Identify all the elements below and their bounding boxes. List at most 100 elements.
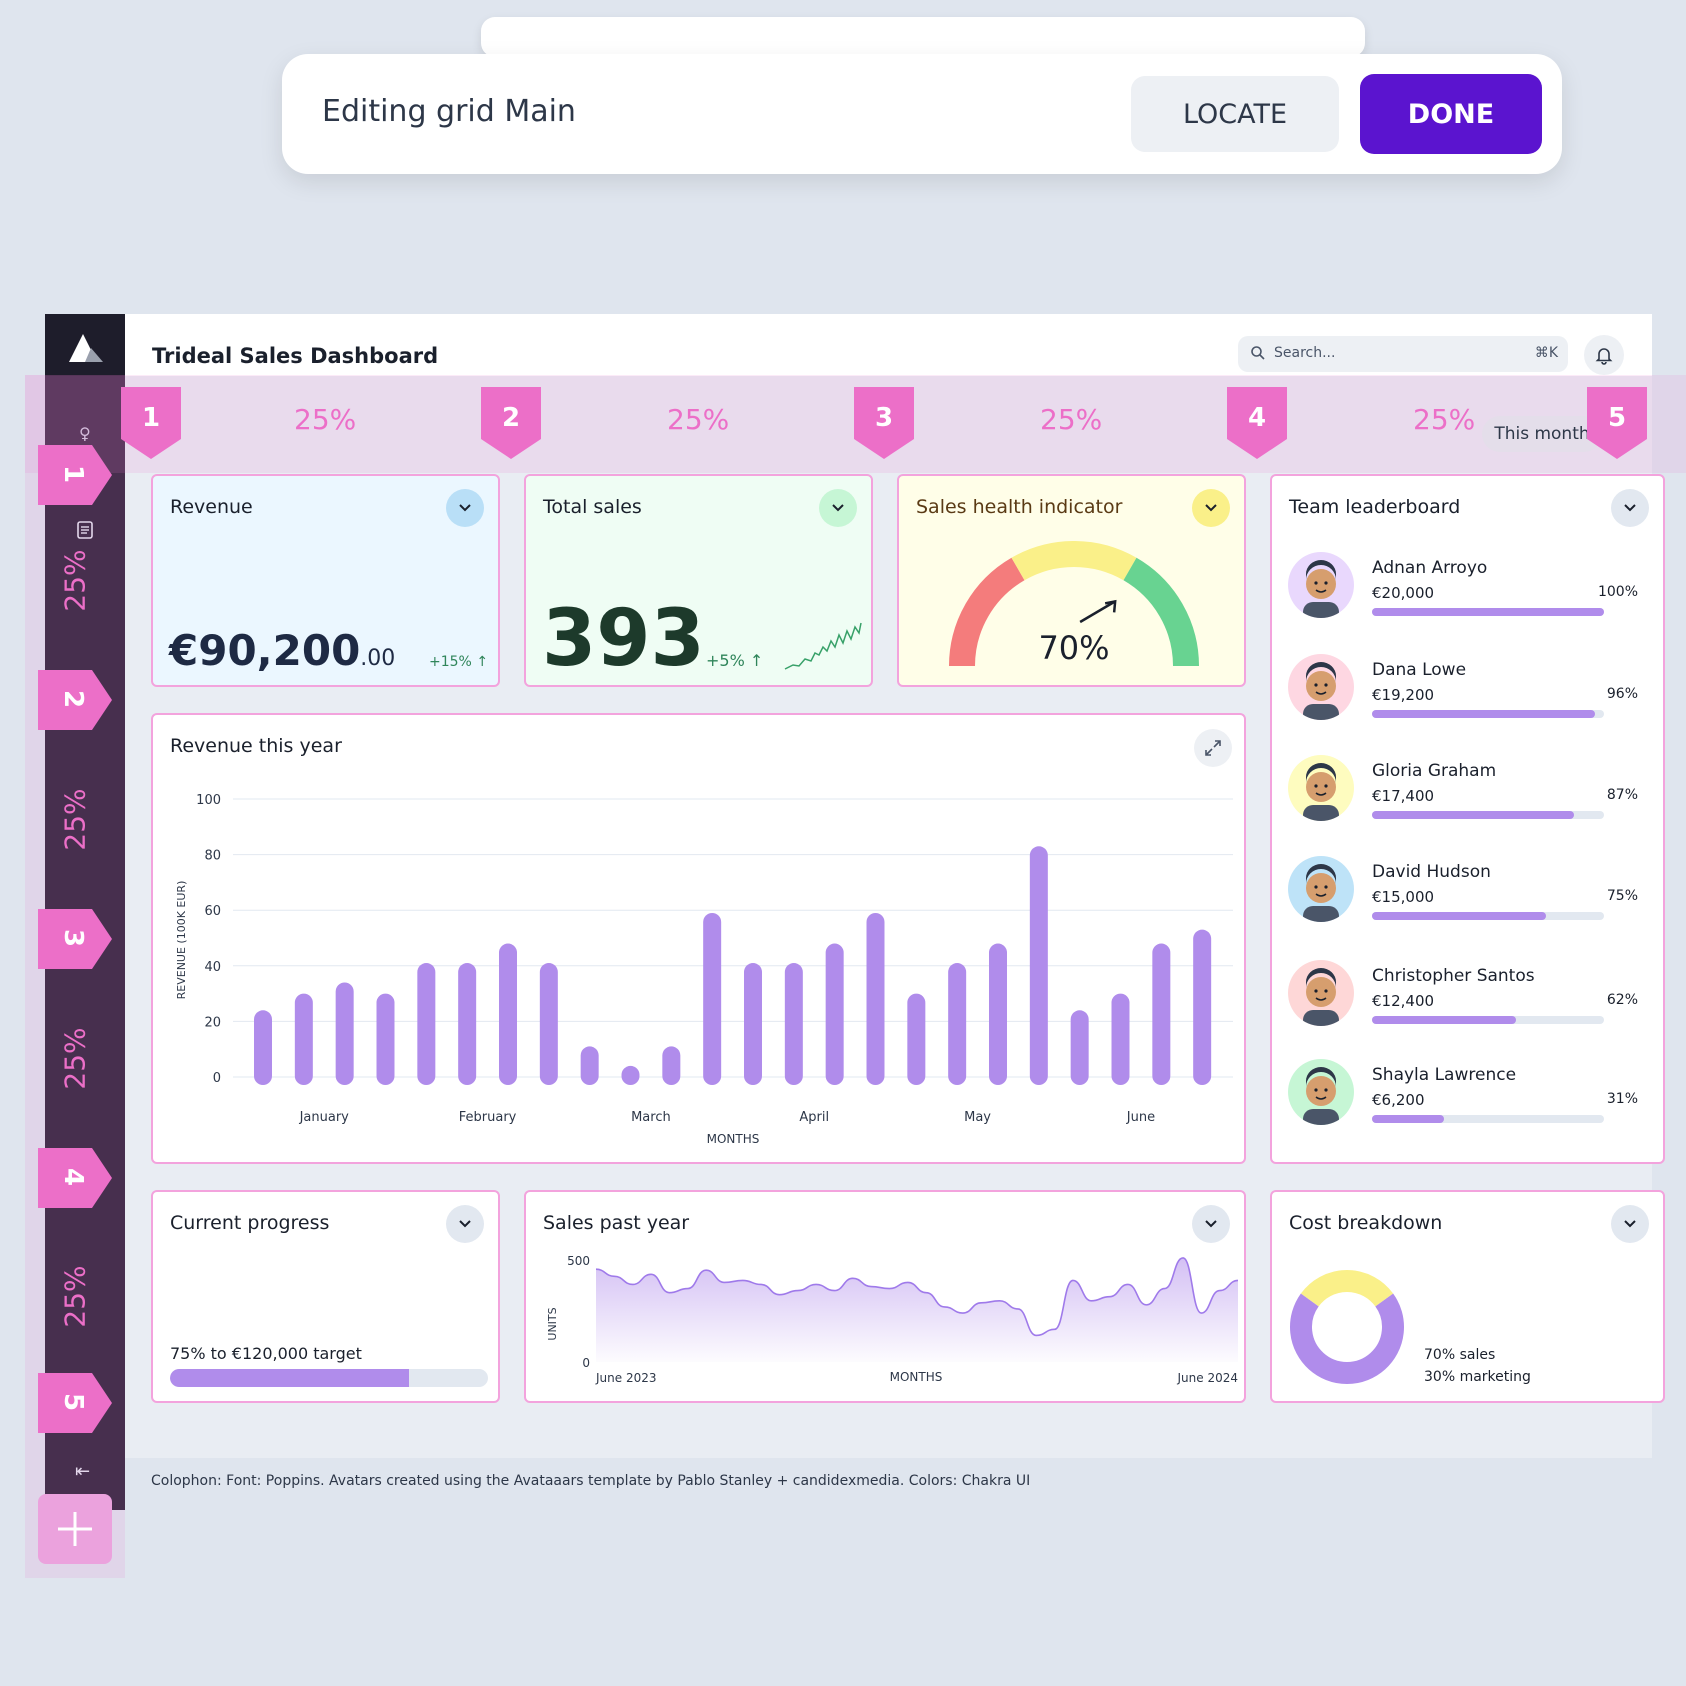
person-icon xyxy=(1303,1067,1339,1125)
add-row-button[interactable] xyxy=(38,1494,112,1564)
marker-tag-icon xyxy=(38,445,112,505)
leaderboard-row[interactable]: Christopher Santos €12,400 62% xyxy=(1288,960,1648,1030)
sales-past-year-card: Sales past year 500 0 June 2023 June 2024 MO… xyxy=(524,1190,1246,1403)
page-title: Trideal Sales Dashboard xyxy=(152,344,439,368)
leader-percent: 31% xyxy=(1606,1091,1638,1107)
revenue-card: Revenue €90,200.00 +15% ↑ xyxy=(151,474,500,687)
grid-edit-bar: Editing grid Main LOCATE DONE xyxy=(282,54,1562,174)
x-tick-label: May xyxy=(964,1110,991,1125)
revenue-bar xyxy=(1193,929,1212,1085)
row-height-label[interactable]: 25% xyxy=(58,1265,92,1328)
column-marker[interactable]: 3 xyxy=(854,387,914,459)
revenue-bar xyxy=(621,1065,640,1085)
progress-menu-button[interactable] xyxy=(446,1205,484,1243)
leader-progress-fill xyxy=(1372,912,1546,920)
column-marker[interactable]: 1 xyxy=(121,387,181,459)
row-height-label[interactable]: 25% xyxy=(58,1027,92,1090)
gauge-red-segment xyxy=(949,557,1025,667)
y-tick-label: 20 xyxy=(204,1015,221,1030)
donut-slice-sales xyxy=(1290,1293,1404,1384)
leaderboard-row[interactable]: Gloria Graham €17,400 87% xyxy=(1288,755,1648,825)
cost-donut-chart xyxy=(1290,1270,1404,1384)
arrow-up-icon: ↑ xyxy=(749,651,764,670)
done-button[interactable]: DONE xyxy=(1360,74,1542,154)
row-marker-number: 1 xyxy=(58,464,88,484)
row-marker[interactable]: 2 xyxy=(38,670,112,730)
person-icon xyxy=(1303,560,1339,618)
revenue-bar xyxy=(948,963,967,1085)
chevron-down-icon xyxy=(459,504,471,512)
total-sales-card: Total sales 393 +5% ↑ xyxy=(524,474,873,687)
leaderboard-row[interactable]: Adnan Arroyo €20,000 100% xyxy=(1288,552,1648,622)
cost-breakdown-menu-button[interactable] xyxy=(1611,1205,1649,1243)
search-placeholder: Search... xyxy=(1274,345,1336,361)
x-start-label: June 2023 xyxy=(595,1371,657,1385)
sidebar-logo-area xyxy=(45,314,125,376)
x-tick-label: January xyxy=(299,1110,350,1125)
marker-tag-icon xyxy=(38,909,112,969)
marker-tag-icon xyxy=(1227,387,1287,459)
revenue-bar xyxy=(254,1010,272,1085)
locate-button[interactable]: LOCATE xyxy=(1131,76,1339,152)
gauge-needle xyxy=(1079,599,1117,624)
progress-title: Current progress xyxy=(170,1212,330,1234)
column-width-label[interactable]: 25% xyxy=(667,403,730,436)
row-marker[interactable]: 4 xyxy=(38,1148,112,1208)
leaderboard-row[interactable]: Shayla Lawrence €6,200 31% xyxy=(1288,1059,1648,1129)
document-icon[interactable] xyxy=(76,521,94,539)
user-icon[interactable]: ♀ xyxy=(79,424,91,443)
row-marker[interactable]: 3 xyxy=(38,909,112,969)
y-tick-label: 500 xyxy=(567,1254,590,1268)
leaderboard-menu-button[interactable] xyxy=(1611,489,1649,527)
revenue-bar xyxy=(744,963,762,1085)
logout-icon[interactable]: ⇤ xyxy=(75,1461,91,1482)
x-axis-label: MONTHS xyxy=(707,1132,760,1146)
revenue-bar xyxy=(335,982,354,1085)
row-height-label[interactable]: 25% xyxy=(58,788,92,851)
leader-name: Adnan Arroyo xyxy=(1372,558,1488,578)
column-marker[interactable]: 2 xyxy=(481,387,541,459)
column-marker[interactable]: 4 xyxy=(1227,387,1287,459)
expand-button[interactable] xyxy=(1194,729,1232,767)
row-marker[interactable]: 1 xyxy=(38,445,112,505)
plus-icon xyxy=(58,1512,92,1546)
column-width-label[interactable]: 25% xyxy=(294,403,357,436)
leaderboard-row[interactable]: David Hudson €15,000 75% xyxy=(1288,856,1648,926)
column-marker[interactable]: 5 xyxy=(1587,387,1647,459)
leader-progress-fill xyxy=(1372,608,1604,616)
app-logo-icon xyxy=(69,334,103,362)
sales-health-menu-button[interactable] xyxy=(1192,489,1230,527)
search-input[interactable]: Search... ⌘K xyxy=(1238,336,1568,372)
sales-past-year-menu-button[interactable] xyxy=(1192,1205,1230,1243)
revenue-bar xyxy=(784,963,803,1085)
bell-icon xyxy=(1595,348,1613,365)
leader-name: Shayla Lawrence xyxy=(1372,1065,1517,1085)
row-marker-number: 5 xyxy=(58,1392,88,1412)
leader-progress-fill xyxy=(1372,811,1574,819)
y-tick-label: 60 xyxy=(204,904,221,919)
donut-slice-marketing xyxy=(1300,1270,1394,1307)
leader-progress-fill xyxy=(1372,710,1595,718)
person-icon xyxy=(1303,968,1339,1026)
column-width-label[interactable]: 25% xyxy=(1413,403,1476,436)
dashboard-app: ♀ ⇤ Trideal Sales Dashboard Search... ⌘K… xyxy=(45,314,1665,1510)
row-marker[interactable]: 5 xyxy=(38,1373,112,1433)
revenue-change-value: +15% xyxy=(429,654,472,670)
notifications-button[interactable] xyxy=(1584,335,1624,375)
avatar xyxy=(1288,856,1354,922)
period-filter[interactable]: This month xyxy=(1482,416,1602,452)
revenue-bar xyxy=(376,993,395,1085)
cost-breakdown-card: Cost breakdown 70% sales 30% marketing xyxy=(1270,1190,1665,1403)
revenue-chart-title: Revenue this year xyxy=(170,735,342,757)
leaderboard-row[interactable]: Dana Lowe €19,200 96% xyxy=(1288,654,1648,724)
column-width-label[interactable]: 25% xyxy=(1040,403,1103,436)
row-height-label[interactable]: 25% xyxy=(58,549,92,612)
revenue-bar xyxy=(539,963,558,1085)
revenue-menu-button[interactable] xyxy=(446,489,484,527)
x-end-label: June 2024 xyxy=(1177,1371,1239,1385)
total-sales-menu-button[interactable] xyxy=(819,489,857,527)
avatar xyxy=(1288,552,1354,618)
leader-name: Gloria Graham xyxy=(1372,761,1497,781)
y-tick-label: 40 xyxy=(204,960,221,975)
leader-amount: €17,400 xyxy=(1372,787,1435,805)
